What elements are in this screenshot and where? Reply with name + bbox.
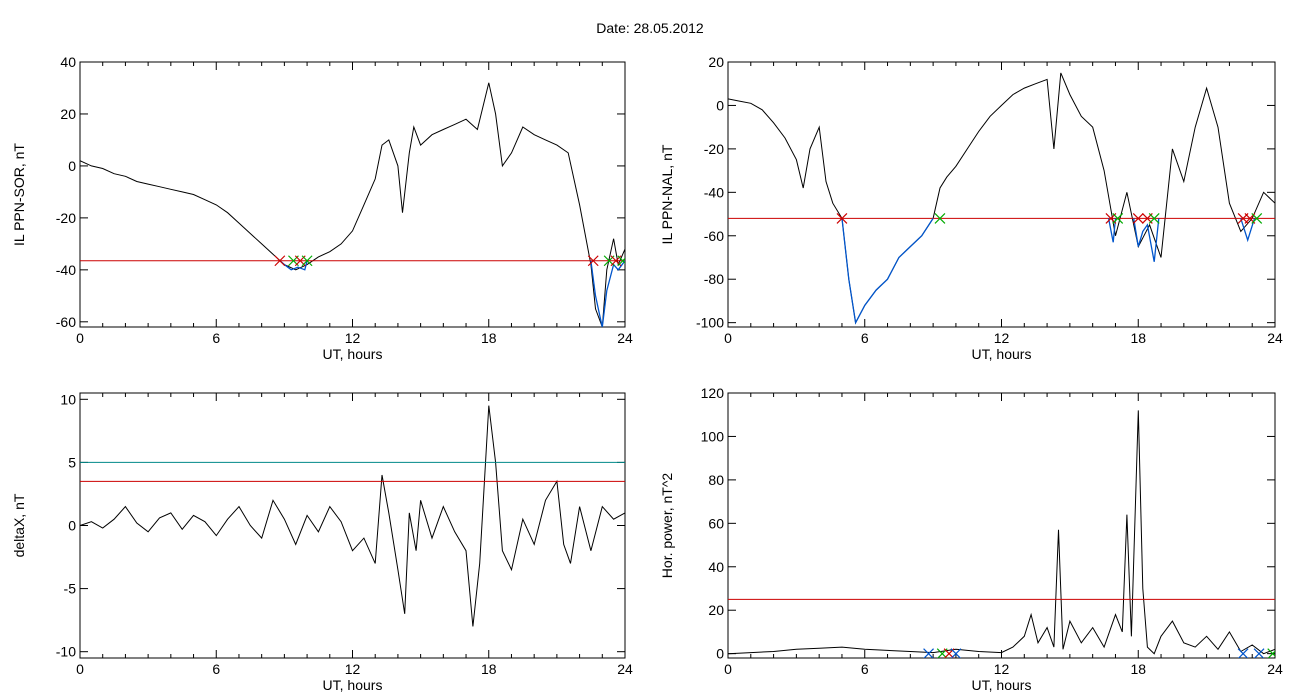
x-tick-label: 18 bbox=[481, 661, 497, 677]
below-threshold-segment bbox=[842, 218, 933, 322]
y-tick-label: 80 bbox=[708, 472, 724, 488]
x-tick-label: 6 bbox=[861, 661, 869, 677]
panel-deltax: 0 6 12 18 24 -10 -5 0 5 10 UT, hours deltaX, nT bbox=[11, 391, 633, 693]
x-tick-label: 0 bbox=[724, 661, 732, 677]
y-axis-label: Hor. power, nT^2 bbox=[659, 473, 675, 579]
y-tick-label: 5 bbox=[68, 454, 76, 470]
x-tick-label: 24 bbox=[1267, 330, 1283, 346]
x-tick-label: 6 bbox=[212, 330, 220, 346]
y-tick-label: -60 bbox=[704, 228, 724, 244]
y-tick-label: -40 bbox=[704, 184, 724, 200]
x-axis-label: UT, hours bbox=[323, 346, 383, 362]
y-tick-label: 20 bbox=[60, 106, 76, 122]
y-axis-label: deltaX, nT bbox=[11, 493, 27, 557]
y-tick-label: 60 bbox=[708, 515, 724, 531]
panel-ppn-sor: 0 6 12 18 24 -60 -40 -20 0 20 40 UT, hours IL PPN-SO… bbox=[11, 54, 633, 362]
y-tick-label: -80 bbox=[704, 271, 724, 287]
x-tick-label: 12 bbox=[994, 330, 1010, 346]
y-tick-label: -100 bbox=[696, 315, 724, 331]
x-axis-label: UT, hours bbox=[972, 346, 1032, 362]
y-tick-label: 40 bbox=[60, 54, 76, 70]
x-axis-label: UT, hours bbox=[972, 677, 1032, 693]
panel-hor-power: 0 6 12 18 24 0 20 40 60 80 100 120 UT, hours Hor. pow… bbox=[659, 385, 1283, 693]
y-tick-label: -5 bbox=[64, 581, 77, 597]
y-tick-label: -20 bbox=[704, 141, 724, 157]
x-tick-label: 12 bbox=[345, 330, 361, 346]
y-tick-label: -20 bbox=[56, 210, 76, 226]
plot-frame bbox=[80, 393, 625, 658]
plot-frame bbox=[80, 62, 625, 327]
y-tick-label: 10 bbox=[60, 391, 76, 407]
x-tick-label: 0 bbox=[724, 330, 732, 346]
series-line bbox=[728, 410, 1275, 653]
y-tick-label: -60 bbox=[56, 314, 76, 330]
x-tick-label: 24 bbox=[1267, 661, 1283, 677]
panel-ppn-nal: 0 6 12 18 24 -100 -80 -60 -40 -20 0 20 UT, hours IL P… bbox=[659, 54, 1283, 362]
y-tick-label: 0 bbox=[716, 97, 724, 113]
y-tick-label: -40 bbox=[56, 262, 76, 278]
x-tick-label: 18 bbox=[1130, 330, 1146, 346]
x-tick-label: 6 bbox=[212, 661, 220, 677]
x-tick-label: 24 bbox=[617, 661, 633, 677]
y-tick-label: 0 bbox=[68, 518, 76, 534]
series-line bbox=[728, 73, 1275, 323]
series-line bbox=[80, 83, 625, 327]
y-tick-label: 20 bbox=[708, 54, 724, 70]
series-line bbox=[80, 406, 625, 627]
x-axis-label: UT, hours bbox=[323, 677, 383, 693]
x-tick-label: 6 bbox=[861, 330, 869, 346]
y-axis-label: IL PPN-NAL, nT bbox=[659, 144, 675, 244]
x-tick-label: 0 bbox=[76, 661, 84, 677]
y-axis-label: IL PPN-SOR, nT bbox=[11, 143, 27, 246]
x-tick-label: 12 bbox=[994, 661, 1010, 677]
plot-frame bbox=[728, 393, 1275, 658]
y-tick-label: 20 bbox=[708, 602, 724, 618]
x-tick-label: 12 bbox=[345, 661, 361, 677]
y-tick-label: 0 bbox=[716, 646, 724, 662]
x-tick-label: 18 bbox=[1130, 661, 1146, 677]
below-threshold-segment bbox=[591, 261, 625, 327]
y-tick-label: 40 bbox=[708, 559, 724, 575]
y-tick-label: 100 bbox=[701, 428, 725, 444]
x-tick-label: 18 bbox=[481, 330, 497, 346]
event-marker bbox=[924, 649, 934, 659]
plot-frame bbox=[728, 62, 1275, 327]
y-tick-label: 120 bbox=[701, 385, 725, 401]
y-tick-label: -10 bbox=[56, 644, 76, 660]
x-tick-label: 0 bbox=[76, 330, 84, 346]
y-tick-label: 0 bbox=[68, 158, 76, 174]
x-tick-label: 24 bbox=[617, 330, 633, 346]
